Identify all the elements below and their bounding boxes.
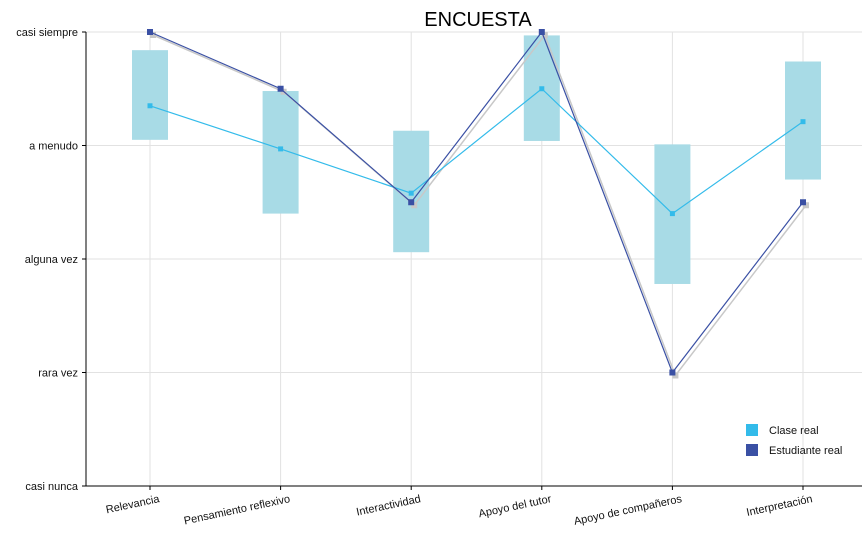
series-point	[539, 86, 545, 92]
series-point	[277, 85, 284, 92]
x-tick-label: Interpretación	[745, 493, 813, 519]
legend-swatch	[746, 424, 758, 436]
range-bar	[262, 91, 299, 214]
x-tick-label: Apoyo del tutor	[478, 493, 553, 520]
x-tick-label: Interactividad	[355, 493, 422, 518]
series-point	[669, 369, 676, 376]
legend: Clase real Estudiante real	[746, 424, 842, 457]
legend-swatch	[746, 444, 758, 456]
series-point	[669, 211, 675, 217]
x-tick-labels: Relevancia Pensamiento reflexivo Interacti…	[105, 493, 814, 528]
y-tick-label: a menudo	[29, 141, 78, 153]
range-bar	[132, 50, 168, 140]
shadow-line-path	[152, 33, 807, 378]
y-tick-label: rara vez	[38, 368, 78, 380]
y-tick-label: casi siempre	[16, 27, 78, 39]
series-point	[147, 103, 153, 109]
range-bars	[132, 35, 821, 284]
chart-title: ENCUESTA	[424, 9, 532, 31]
x-tick-label: Pensamiento reflexivo	[183, 493, 291, 527]
y-tick-label: alguna vez	[25, 254, 78, 266]
x-tick-label: Relevancia	[105, 493, 162, 516]
series-point	[800, 199, 806, 206]
series-point	[538, 29, 545, 35]
series-point	[147, 29, 153, 35]
y-tick-labels: casi nunca rara vez alguna vez a menudo casi…	[16, 27, 79, 493]
axes	[82, 31, 862, 490]
series-point	[800, 119, 806, 125]
series-point	[408, 190, 414, 196]
shadow-line	[150, 32, 809, 379]
series-line-2	[149, 30, 804, 374]
gridlines	[86, 31, 862, 487]
y-tick-label: casi nunca	[25, 481, 78, 493]
x-tick-label: Apoyo de compañeros	[573, 493, 684, 528]
series-group	[147, 29, 806, 376]
series-point	[408, 199, 415, 206]
legend-label: Clase real	[769, 425, 819, 437]
series-point	[278, 146, 284, 152]
legend-label: Estudiante real	[769, 445, 842, 457]
series-line-1	[149, 87, 804, 215]
